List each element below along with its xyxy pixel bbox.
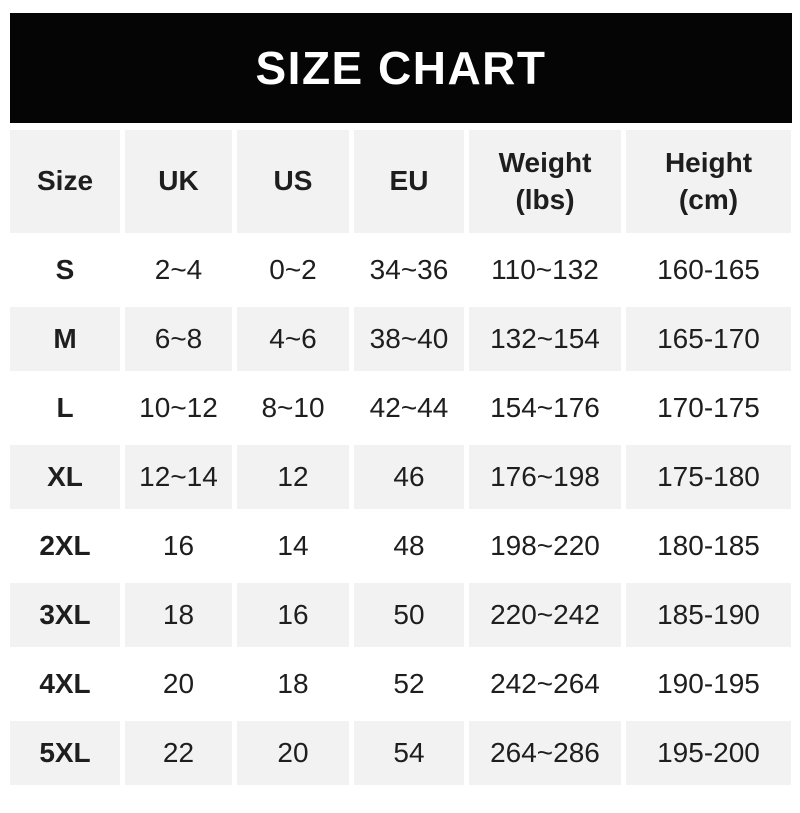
- cell-uk-l: 10~12: [125, 376, 232, 440]
- cell-eu-2xl: 48: [354, 514, 464, 578]
- cell-height-xl: 175-180: [626, 445, 791, 509]
- cell-height-5xl: 195-200: [626, 721, 791, 785]
- cell-uk-3xl: 18: [125, 583, 232, 647]
- cell-eu-3xl: 50: [354, 583, 464, 647]
- cell-us-s: 0~2: [237, 238, 349, 302]
- cell-weight-l: 154~176: [469, 376, 621, 440]
- cell-weight-2xl: 198~220: [469, 514, 621, 578]
- cell-eu-l: 42~44: [354, 376, 464, 440]
- cell-size-4xl: 4XL: [10, 652, 120, 716]
- cell-size-xl: XL: [10, 445, 120, 509]
- column-header-us: US: [237, 130, 349, 233]
- cell-uk-2xl: 16: [125, 514, 232, 578]
- cell-eu-s: 34~36: [354, 238, 464, 302]
- cell-size-2xl: 2XL: [10, 514, 120, 578]
- cell-uk-s: 2~4: [125, 238, 232, 302]
- cell-weight-3xl: 220~242: [469, 583, 621, 647]
- banner-title: SIZE CHART: [255, 42, 547, 94]
- cell-uk-4xl: 20: [125, 652, 232, 716]
- cell-weight-4xl: 242~264: [469, 652, 621, 716]
- cell-weight-5xl: 264~286: [469, 721, 621, 785]
- cell-size-l: L: [10, 376, 120, 440]
- cell-height-4xl: 190-195: [626, 652, 791, 716]
- cell-weight-xl: 176~198: [469, 445, 621, 509]
- cell-uk-xl: 12~14: [125, 445, 232, 509]
- cell-uk-5xl: 22: [125, 721, 232, 785]
- cell-size-s: S: [10, 238, 120, 302]
- size-chart-banner: SIZE CHART: [10, 13, 792, 123]
- cell-size-m: M: [10, 307, 120, 371]
- cell-us-2xl: 14: [237, 514, 349, 578]
- cell-uk-m: 6~8: [125, 307, 232, 371]
- column-header-size: Size: [10, 130, 120, 233]
- cell-us-m: 4~6: [237, 307, 349, 371]
- column-header-weight: Weight (lbs): [469, 130, 621, 233]
- cell-eu-4xl: 52: [354, 652, 464, 716]
- cell-weight-s: 110~132: [469, 238, 621, 302]
- cell-size-3xl: 3XL: [10, 583, 120, 647]
- cell-us-5xl: 20: [237, 721, 349, 785]
- cell-height-s: 160-165: [626, 238, 791, 302]
- cell-us-3xl: 16: [237, 583, 349, 647]
- cell-height-l: 170-175: [626, 376, 791, 440]
- cell-height-3xl: 185-190: [626, 583, 791, 647]
- cell-weight-m: 132~154: [469, 307, 621, 371]
- cell-size-5xl: 5XL: [10, 721, 120, 785]
- cell-eu-m: 38~40: [354, 307, 464, 371]
- cell-us-4xl: 18: [237, 652, 349, 716]
- cell-us-l: 8~10: [237, 376, 349, 440]
- column-header-height: Height (cm): [626, 130, 791, 233]
- cell-us-xl: 12: [237, 445, 349, 509]
- cell-eu-xl: 46: [354, 445, 464, 509]
- column-header-eu: EU: [354, 130, 464, 233]
- cell-eu-5xl: 54: [354, 721, 464, 785]
- cell-height-m: 165-170: [626, 307, 791, 371]
- cell-height-2xl: 180-185: [626, 514, 791, 578]
- size-chart-table: Size UK US EU Weight (lbs) Height (cm) S…: [10, 130, 792, 785]
- column-header-uk: UK: [125, 130, 232, 233]
